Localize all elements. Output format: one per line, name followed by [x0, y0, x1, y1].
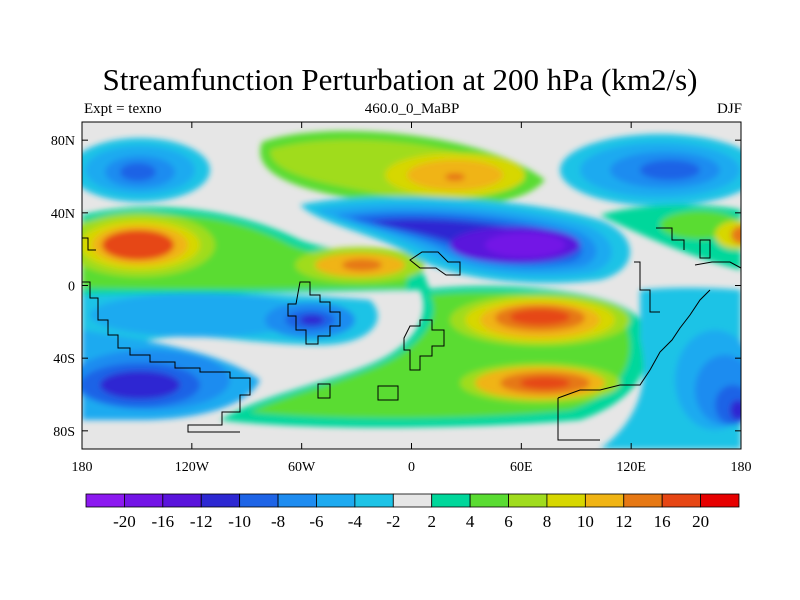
lon-tick-label: 0 [408, 460, 415, 475]
colorbar: -20 -16 -12 -10 -8 -6 -4 -2 2 4 6 8 10 12 16 20 [85, 493, 740, 531]
colorbar-box [700, 493, 740, 508]
experiment-label: Expt = texno [84, 101, 162, 117]
colorbar-label: 4 [466, 512, 475, 531]
contour-field [82, 122, 741, 449]
colorbar-box [469, 493, 509, 508]
coastlines [82, 227, 741, 441]
colorbar-box [623, 493, 663, 508]
colorbar-label: -10 [228, 512, 251, 531]
colorbar-label: -6 [309, 512, 323, 531]
lat-tick-label: 40N [51, 207, 75, 222]
colorbar-box [124, 493, 164, 508]
latitude-axis: 80N 40N 0 40S 80S [51, 134, 741, 440]
south-indian-high [220, 286, 648, 428]
north-east-low [560, 134, 741, 206]
colorbar-box [277, 493, 317, 508]
colorbar-box [200, 493, 241, 508]
colorbar-label: -20 [113, 512, 136, 531]
colorbar-label: 8 [543, 512, 552, 531]
period-label: 460.0_0_MaBP [364, 101, 460, 117]
colorbar-label: -8 [271, 512, 285, 531]
colorbar-label: 20 [692, 512, 709, 531]
colorbar-label: 10 [577, 512, 594, 531]
lat-tick-label: 80S [53, 425, 75, 440]
colorbar-label: 12 [615, 512, 632, 531]
lon-tick-label: 180 [72, 460, 93, 475]
colorbar-box [431, 493, 471, 508]
colorbar-label: -4 [348, 512, 363, 531]
season-label: DJF [716, 101, 742, 117]
north-europe-high [260, 130, 545, 209]
lat-tick-label: 80N [51, 134, 75, 149]
colorbar-box [584, 493, 625, 508]
colorbar-box [162, 493, 202, 508]
colorbar-label: -16 [151, 512, 174, 531]
lon-tick-label: 120W [175, 460, 210, 475]
colorbar-box [85, 493, 125, 508]
lon-tick-label: 60E [510, 460, 533, 475]
colorbar-box [354, 493, 394, 508]
colorbar-box [239, 493, 279, 508]
colorbar-label: 6 [504, 512, 513, 531]
north-pacific-high [600, 205, 741, 270]
lon-tick-label: 60W [288, 460, 316, 475]
colorbar-box [316, 493, 356, 508]
south-pacific-low [82, 330, 260, 420]
north-subtropical-high [82, 207, 430, 295]
lon-tick-label: 120E [616, 460, 646, 475]
colorbar-box [661, 493, 701, 508]
colorbar-box [546, 493, 586, 508]
lon-tick-label: 180 [731, 460, 752, 475]
colorbar-box [508, 493, 548, 508]
lat-tick-label: 40S [53, 352, 75, 367]
south-east-low [600, 287, 741, 449]
longitude-axis: 180 120W 60W 0 60E 120E 180 [72, 122, 752, 475]
south-west-low [82, 293, 378, 360]
colorbar-label: 2 [427, 512, 436, 531]
north-pacific-low [82, 138, 210, 202]
map-title: Streamfunction Perturbation at 200 hPa (… [102, 62, 698, 97]
colorbar-label: -2 [386, 512, 400, 531]
colorbar-label: 16 [654, 512, 671, 531]
colorbar-label: -12 [190, 512, 213, 531]
asian-low [300, 196, 630, 284]
lat-tick-label: 0 [68, 280, 75, 295]
colorbar-box [392, 493, 433, 508]
